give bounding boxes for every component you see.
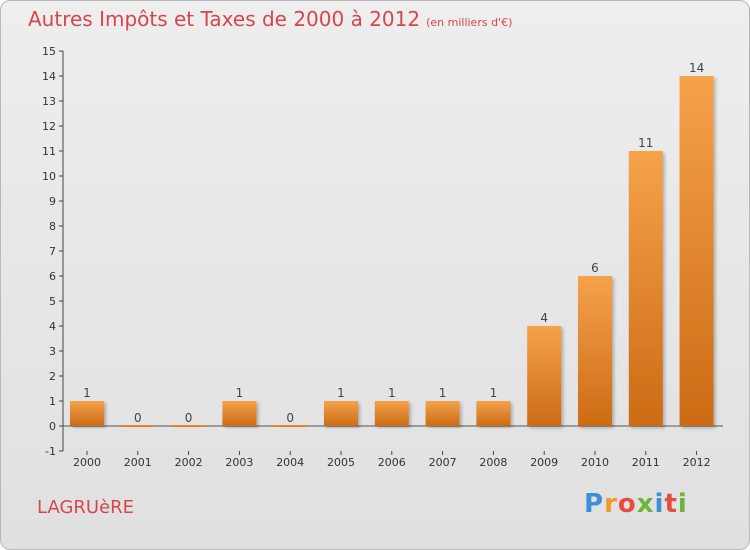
labels: 1 2000 0 2001 0 2002 1 2003 0 2004 1 2005 1 2006 1 2007…	[73, 61, 711, 469]
y-tick-label: 14	[42, 70, 56, 83]
value-label: 1	[439, 386, 447, 400]
bar	[171, 425, 206, 427]
value-label: 6	[591, 261, 599, 275]
bar	[578, 276, 612, 426]
logo-letter: P	[584, 489, 605, 519]
y-tick-label: 10	[42, 170, 56, 183]
x-tick-label: 2001	[124, 456, 152, 469]
y-tick-label: 2	[49, 370, 56, 383]
x-tick-label: 2009	[530, 456, 558, 469]
y-tick-label: 13	[42, 95, 56, 108]
y-tick-label: 3	[49, 345, 56, 358]
bar	[70, 401, 104, 426]
x-tick-label: 2003	[225, 456, 253, 469]
value-label: 1	[490, 386, 498, 400]
chart-title-text: Autres Impôts et Taxes de 2000 à 2012	[28, 7, 421, 31]
bar	[425, 401, 460, 426]
logo-letter: r	[604, 489, 618, 519]
x-tick-label: 2004	[276, 456, 304, 469]
bar	[679, 76, 714, 426]
bar	[476, 401, 511, 426]
y-tick-label: 5	[49, 295, 56, 308]
x-tick-label: 2005	[327, 456, 355, 469]
y-tick-label: 12	[42, 120, 56, 133]
y-tick-label: -1	[45, 445, 56, 458]
logo-letter: x	[636, 489, 655, 519]
x-tick-label: 2002	[175, 456, 203, 469]
chart-title: Autres Impôts et Taxes de 2000 à 2012 (en…	[28, 7, 512, 31]
logo-letter: i	[677, 489, 688, 519]
bars	[70, 76, 714, 427]
y-tick-label: 1	[49, 395, 56, 408]
value-label: 11	[638, 136, 653, 150]
logo-letter: o	[617, 489, 637, 519]
x-tick-label: 2011	[632, 456, 660, 469]
x-tick-label: 2006	[378, 456, 406, 469]
y-tick-label: 6	[49, 270, 56, 283]
value-label: 4	[540, 311, 548, 325]
y-tick-label: 11	[42, 145, 56, 158]
value-label: 0	[286, 411, 294, 425]
bar	[374, 401, 409, 426]
y-tick-label: 8	[49, 220, 56, 233]
value-label: 0	[185, 411, 193, 425]
bar	[273, 425, 308, 427]
y-tick-label: 9	[49, 195, 56, 208]
value-label: 1	[236, 386, 244, 400]
commune-name: LAGRUèRE	[37, 497, 135, 518]
bar	[222, 401, 257, 426]
value-label: 1	[388, 386, 396, 400]
chart-unit: (en milliers d'€)	[426, 16, 513, 29]
y-tick-label: 7	[49, 245, 56, 258]
bar	[628, 151, 663, 426]
value-label: 1	[83, 386, 91, 400]
x-tick-label: 2008	[479, 456, 507, 469]
proxiti-logo: Proxiti	[584, 489, 688, 519]
y-tick-label: 15	[42, 45, 56, 58]
x-tick-label: 2012	[683, 456, 711, 469]
bar	[527, 326, 562, 426]
logo-letter: i	[654, 489, 665, 519]
value-label: 14	[689, 61, 704, 75]
y-tick-label: 4	[49, 320, 56, 333]
x-tick-label: 2010	[581, 456, 609, 469]
value-label: 0	[134, 411, 142, 425]
bar	[324, 401, 358, 426]
x-tick-label: 2000	[73, 456, 101, 469]
value-label: 1	[337, 386, 345, 400]
bar	[120, 425, 155, 427]
logo-letter: t	[664, 489, 678, 519]
y-tick-label: 0	[49, 420, 56, 433]
x-tick-label: 2007	[429, 456, 457, 469]
